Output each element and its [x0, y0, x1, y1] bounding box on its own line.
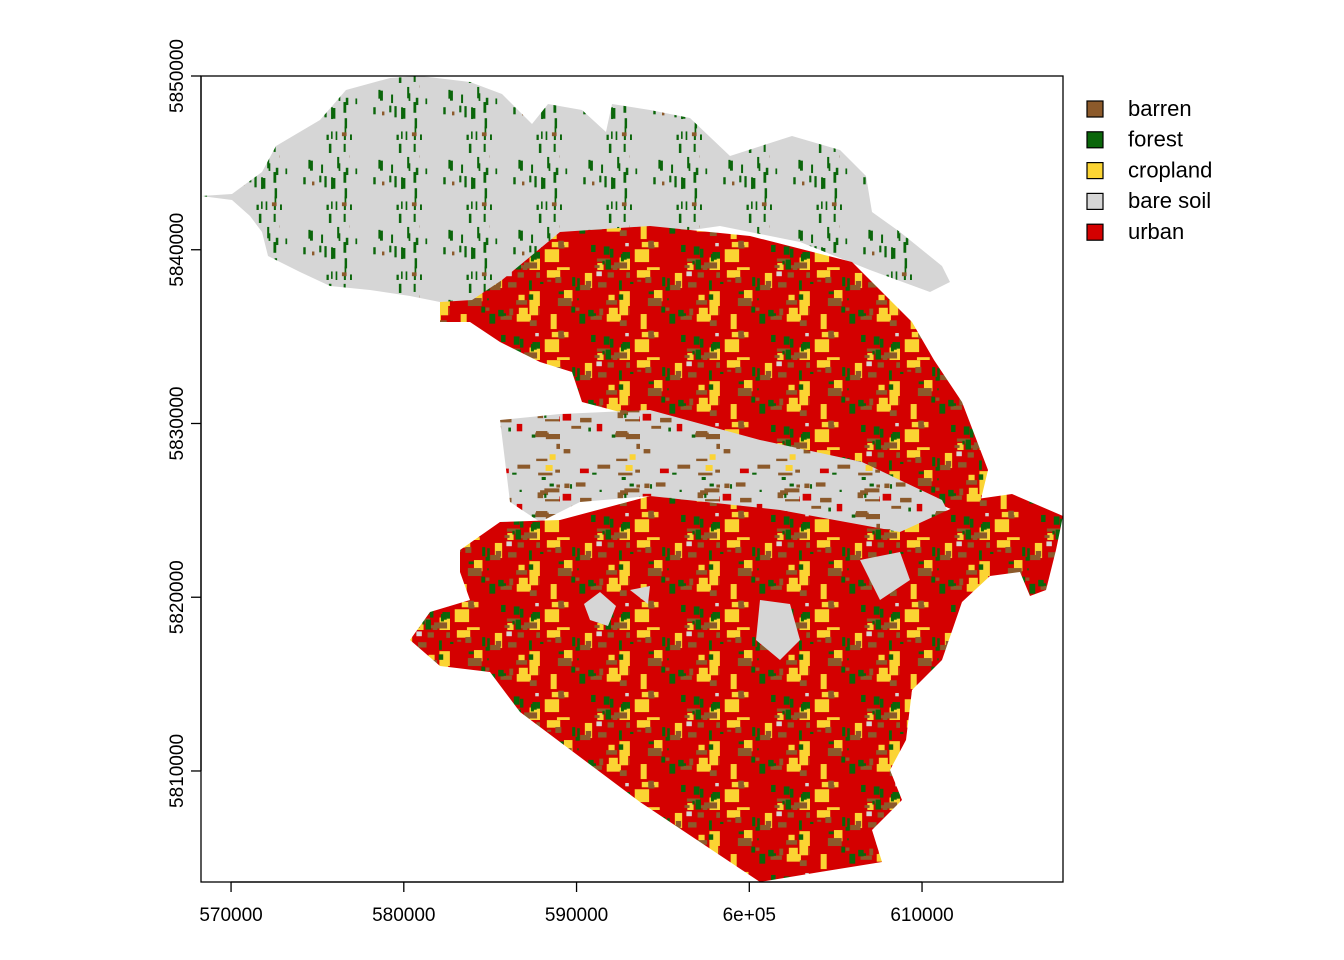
region-upper-farmland	[440, 226, 988, 520]
legend-swatch	[1086, 192, 1104, 210]
y-tick-label: 5810000	[167, 734, 188, 808]
x-tick-label: 580000	[372, 905, 435, 926]
bare-patch	[860, 552, 910, 600]
y-tick-label: 5830000	[167, 387, 188, 461]
legend-swatch	[1086, 223, 1104, 241]
x-tick-label: 570000	[199, 905, 262, 926]
x-tick-label: 590000	[545, 905, 608, 926]
legend-label: bare soil	[1128, 188, 1211, 213]
legend-swatch	[1086, 100, 1104, 118]
legend-swatch	[1086, 131, 1104, 149]
bare-patch	[584, 592, 616, 626]
region-lower-farmland	[410, 494, 1063, 882]
x-tick-label: 6e+05	[723, 905, 776, 926]
y-tick-label: 5820000	[167, 560, 188, 634]
legend-label: cropland	[1128, 157, 1212, 182]
legend-swatch	[1086, 162, 1104, 180]
y-tick-label: 5850000	[167, 39, 188, 113]
region-north	[201, 76, 950, 302]
y-tick-label: 5840000	[167, 213, 188, 287]
bare-patch	[630, 586, 650, 604]
map-layer	[201, 76, 1063, 882]
legend-label: urban	[1128, 219, 1184, 244]
legend-label: forest	[1128, 127, 1183, 152]
bare-patch	[756, 600, 800, 660]
x-tick-label: 610000	[890, 905, 953, 926]
legend-label: barren	[1128, 96, 1192, 121]
